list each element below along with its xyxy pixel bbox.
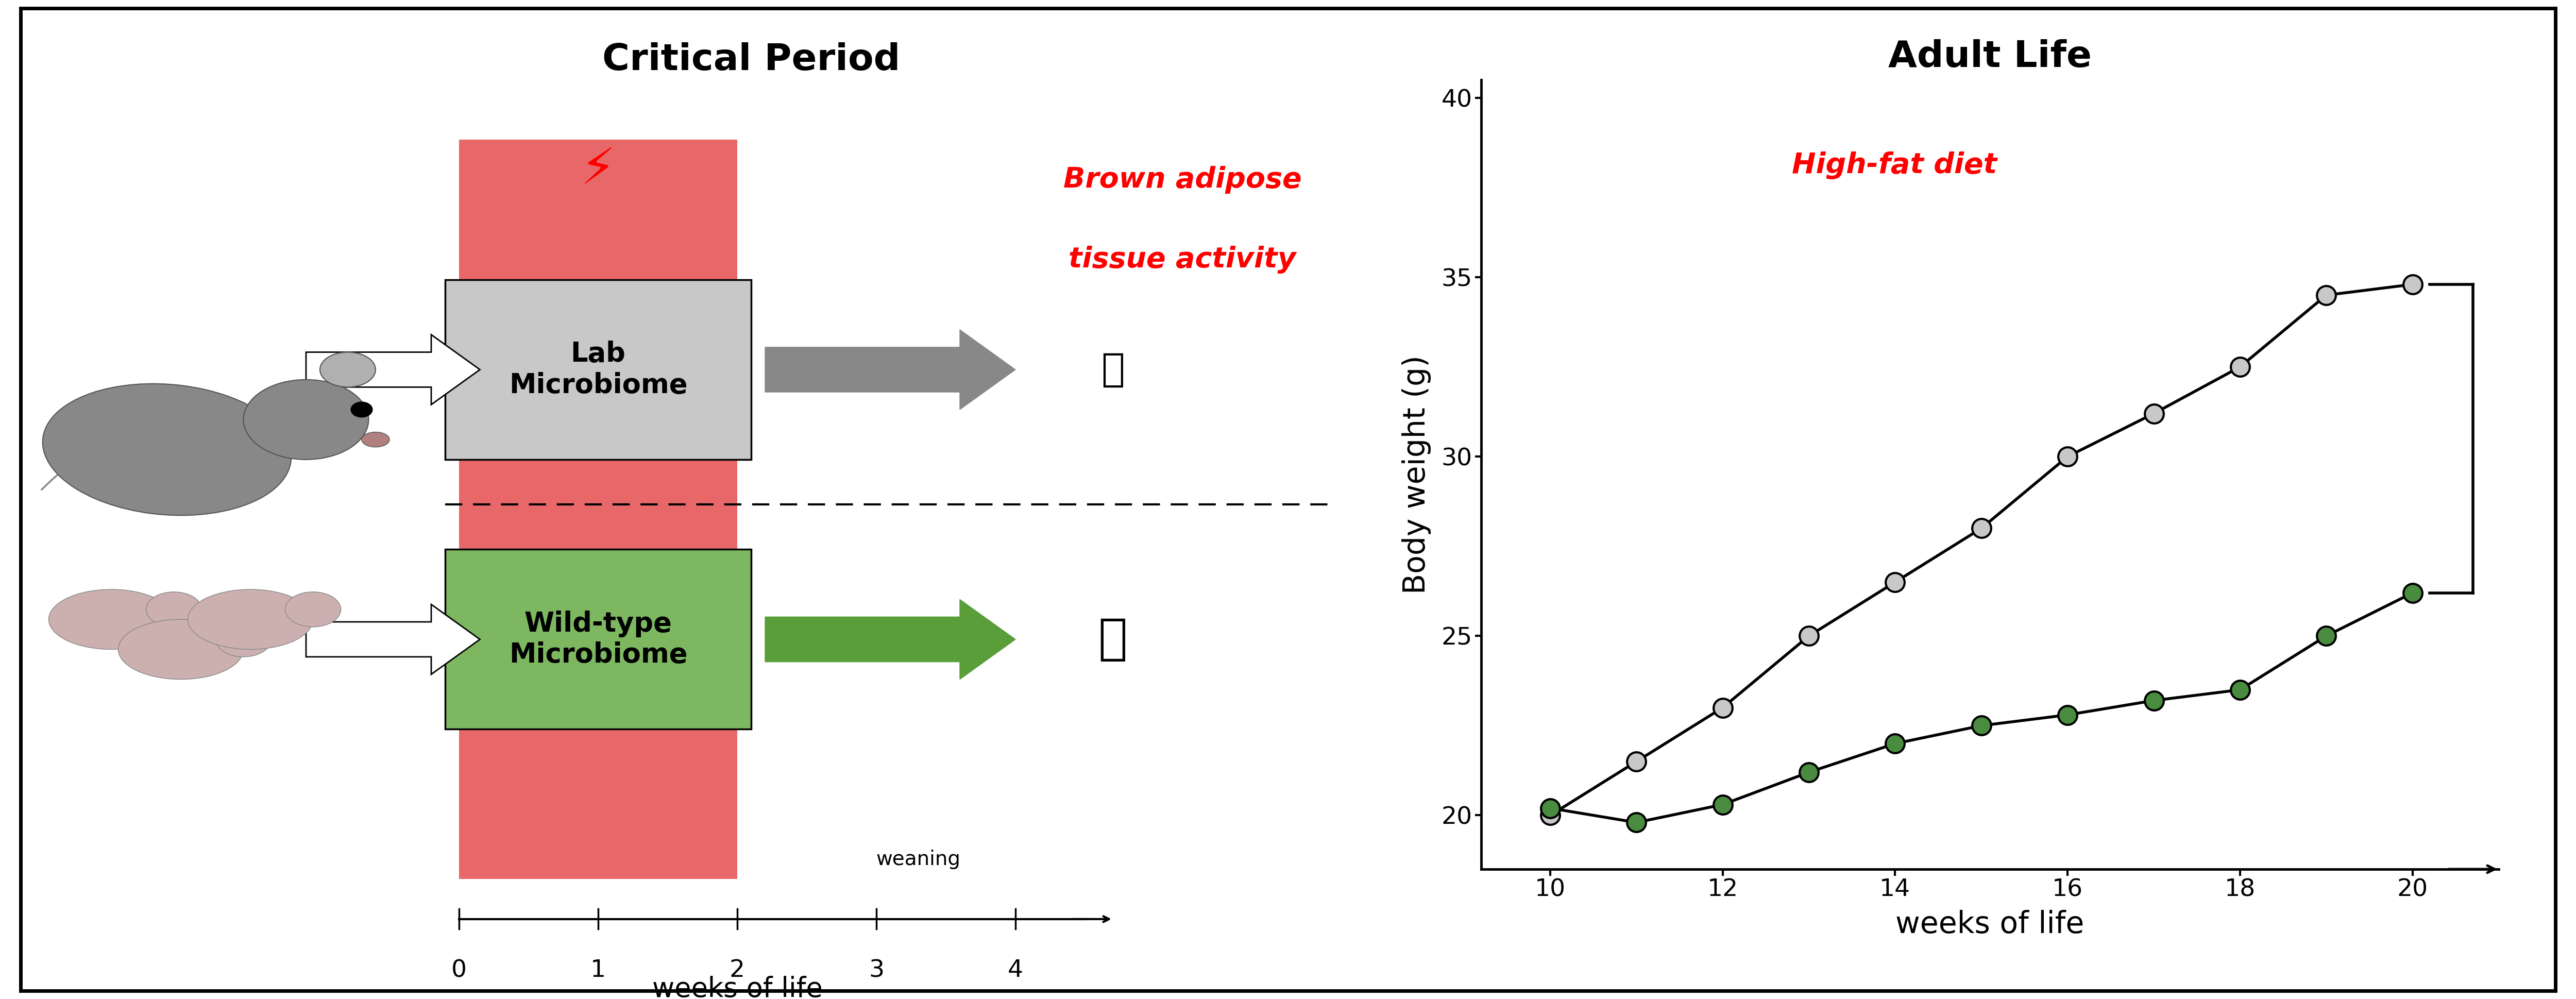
Point <box>1960 520 2002 536</box>
Point <box>1530 807 1571 823</box>
Point <box>1615 753 1656 769</box>
Bar <box>446 549 752 729</box>
Point <box>2221 359 2262 375</box>
Point <box>2393 277 2434 293</box>
Ellipse shape <box>49 589 175 649</box>
Ellipse shape <box>188 589 314 649</box>
Text: 🔥: 🔥 <box>1100 351 1126 389</box>
Point <box>2048 707 2089 723</box>
Ellipse shape <box>118 619 242 679</box>
Point <box>1875 574 1917 590</box>
Text: 4: 4 <box>1007 959 1023 982</box>
Point <box>1960 717 2002 733</box>
Point <box>1703 699 1744 715</box>
FancyArrow shape <box>307 604 479 674</box>
X-axis label: weeks of life: weeks of life <box>1896 910 2084 939</box>
Text: High-fat diet: High-fat diet <box>1793 152 1996 180</box>
Ellipse shape <box>361 432 389 447</box>
Point <box>2221 681 2262 697</box>
FancyArrow shape <box>765 330 1015 410</box>
Point <box>1530 800 1571 816</box>
Point <box>2133 406 2174 422</box>
Text: Lab
Microbiome: Lab Microbiome <box>510 341 688 399</box>
FancyArrow shape <box>765 599 1015 679</box>
Text: weeks of life: weeks of life <box>652 976 822 999</box>
Text: weaning: weaning <box>876 849 961 869</box>
Ellipse shape <box>216 621 270 657</box>
Text: tissue activity: tissue activity <box>1069 246 1296 274</box>
Y-axis label: Body weight (g): Body weight (g) <box>1401 355 1432 594</box>
Text: ⚡: ⚡ <box>580 146 616 194</box>
Ellipse shape <box>147 591 201 627</box>
Text: 3: 3 <box>868 959 884 982</box>
Bar <box>459 140 737 879</box>
Circle shape <box>350 402 374 418</box>
Ellipse shape <box>286 591 340 627</box>
Point <box>1615 814 1656 830</box>
Title: Adult Life: Adult Life <box>1888 39 2092 75</box>
Text: 2: 2 <box>729 959 744 982</box>
Point <box>1875 735 1917 751</box>
Point <box>2393 585 2434 601</box>
Point <box>2048 449 2089 465</box>
Text: 1: 1 <box>590 959 605 982</box>
Text: Wild-type
Microbiome: Wild-type Microbiome <box>510 610 688 668</box>
Ellipse shape <box>242 380 368 460</box>
FancyArrow shape <box>307 335 479 405</box>
Point <box>2306 628 2347 644</box>
Ellipse shape <box>319 352 376 388</box>
Text: Critical Period: Critical Period <box>603 42 899 78</box>
Text: Brown adipose: Brown adipose <box>1064 166 1301 194</box>
Point <box>1703 796 1744 812</box>
Point <box>1788 764 1829 780</box>
Point <box>2306 287 2347 303</box>
Point <box>2133 692 2174 708</box>
Point <box>1788 628 1829 644</box>
Text: 0: 0 <box>451 959 466 982</box>
Ellipse shape <box>44 384 291 515</box>
Bar <box>446 280 752 460</box>
Text: 🔥: 🔥 <box>1097 615 1128 663</box>
